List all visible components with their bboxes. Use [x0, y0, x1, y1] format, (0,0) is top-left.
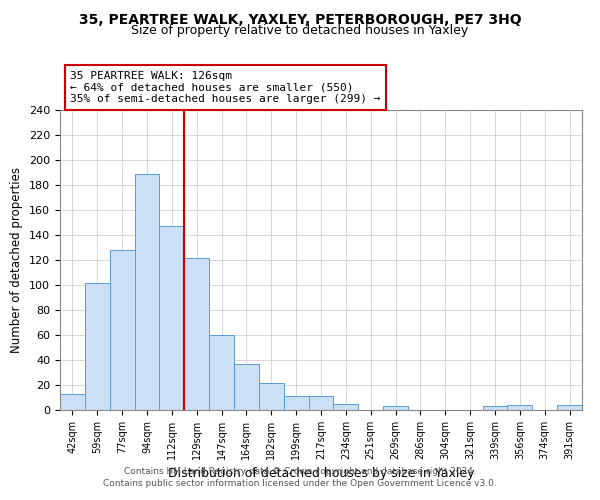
- Bar: [234, 364, 259, 410]
- Bar: [60, 394, 85, 410]
- Bar: [482, 406, 508, 410]
- Bar: [308, 396, 334, 410]
- Text: Contains public sector information licensed under the Open Government Licence v3: Contains public sector information licen…: [103, 478, 497, 488]
- Bar: [184, 258, 209, 410]
- Bar: [110, 250, 134, 410]
- Y-axis label: Number of detached properties: Number of detached properties: [10, 167, 23, 353]
- Text: 35 PEARTREE WALK: 126sqm
← 64% of detached houses are smaller (550)
35% of semi-: 35 PEARTREE WALK: 126sqm ← 64% of detach…: [70, 71, 381, 104]
- Bar: [134, 174, 160, 410]
- X-axis label: Distribution of detached houses by size in Yaxley: Distribution of detached houses by size …: [168, 468, 474, 480]
- Text: 35, PEARTREE WALK, YAXLEY, PETERBOROUGH, PE7 3HQ: 35, PEARTREE WALK, YAXLEY, PETERBOROUGH,…: [79, 12, 521, 26]
- Bar: [557, 405, 582, 410]
- Bar: [160, 226, 184, 410]
- Bar: [284, 396, 308, 410]
- Bar: [85, 282, 110, 410]
- Bar: [508, 405, 532, 410]
- Bar: [209, 335, 234, 410]
- Bar: [259, 382, 284, 410]
- Bar: [334, 404, 358, 410]
- Text: Size of property relative to detached houses in Yaxley: Size of property relative to detached ho…: [131, 24, 469, 37]
- Bar: [383, 406, 408, 410]
- Text: Contains HM Land Registry data © Crown copyright and database right 2024.: Contains HM Land Registry data © Crown c…: [124, 467, 476, 476]
